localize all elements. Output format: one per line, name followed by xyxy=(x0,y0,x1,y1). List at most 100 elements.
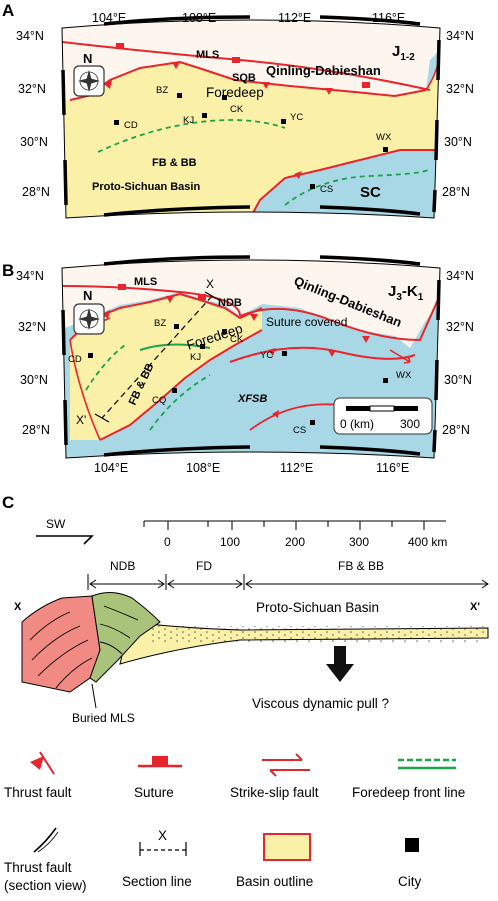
panel-b-frame-bar-left xyxy=(61,309,68,446)
lat-label: 34°N xyxy=(16,29,44,43)
age-label: J1-2 xyxy=(392,43,415,63)
scale-left-label: 0 (km) xyxy=(340,417,374,431)
svg-text:CS: CS xyxy=(320,184,333,195)
panel-b-west-edge xyxy=(69,339,101,441)
legend-foredeep-front-icon xyxy=(398,758,456,770)
scale-tick-label: 100 xyxy=(220,535,240,549)
thrust-tooth xyxy=(325,88,333,95)
panel-b-foredeep-dash-2 xyxy=(149,374,211,431)
scale-tick-label: 200 xyxy=(285,535,305,549)
panel-a-frame-bar-left xyxy=(61,69,68,206)
svg-text:YC: YC xyxy=(290,112,303,123)
svg-text:BZ: BZ xyxy=(156,85,168,96)
panel-b-xfsb-thrust-2 xyxy=(249,403,341,431)
zone-fd-label: FD xyxy=(196,559,212,573)
city-bz: BZ xyxy=(154,318,179,329)
lon-label: 112°E xyxy=(280,461,313,475)
lon-label: 116°E xyxy=(372,11,405,25)
section-end-x: X xyxy=(14,601,22,613)
city-kj: KJ xyxy=(183,113,207,126)
zone-brackets xyxy=(87,574,489,590)
panel-b-frame-bar-top xyxy=(103,255,421,266)
lat-label: 32°N xyxy=(446,82,474,96)
north-label: N xyxy=(83,288,92,303)
lon-label: 104°E xyxy=(94,461,128,475)
panel-b-letter: B xyxy=(2,261,14,280)
panel-a-frame-bar-right xyxy=(432,39,441,213)
mls-label: MLS xyxy=(196,49,219,61)
legend-section-line: Section line xyxy=(122,874,192,889)
direction-label: SW xyxy=(46,517,66,531)
legend-section-line-mark: X xyxy=(158,828,167,843)
age-label: J3-K1 xyxy=(388,283,424,303)
xfsb-label: XFSB xyxy=(237,393,267,405)
lat-label: 30°N xyxy=(20,373,48,387)
city-wx: WX xyxy=(376,132,392,152)
thrust-tooth xyxy=(268,348,276,356)
lon-label: 104°E xyxy=(92,11,126,25)
buried-mls-leader xyxy=(91,683,97,709)
city-cd: CD xyxy=(114,120,138,131)
svg-text:WX: WX xyxy=(396,370,412,381)
city-cq: CQ xyxy=(152,388,177,406)
lat-label: 28°N xyxy=(442,423,470,437)
legend-strike-slip-icon xyxy=(262,753,310,777)
lon-label: 116°E xyxy=(376,461,409,475)
panel-a-foredeep-front-south xyxy=(284,169,429,206)
section-tick xyxy=(94,291,220,423)
legend-city-icon xyxy=(405,838,419,852)
svg-text:YC: YC xyxy=(260,350,273,361)
legend-city: City xyxy=(398,874,421,889)
section-x-prime-label: X' xyxy=(76,413,86,427)
legend-basin-outline-icon xyxy=(263,833,311,861)
panel-a-letter: A xyxy=(2,1,14,20)
scale-right-label: 300 xyxy=(400,417,420,431)
section-nappe-red xyxy=(21,595,101,693)
suture-covered-label: Suture covered xyxy=(266,315,347,329)
legend-thrust-section-line2: (section view) xyxy=(4,878,87,893)
city-cs: CS xyxy=(293,420,315,436)
section-line-b xyxy=(101,295,213,419)
legend-thrust-section-icon xyxy=(33,827,59,853)
section-basin-dots xyxy=(150,626,488,642)
panel-b-thrust-south xyxy=(99,329,263,441)
pull-arrow-icon xyxy=(326,646,354,682)
city-wx: WX xyxy=(383,370,412,383)
ndb-label: NDB xyxy=(218,297,242,309)
zone-fbbb-label: FB & BB xyxy=(338,559,384,573)
legend-section-line-icon xyxy=(139,842,187,856)
qinling-label: Qinling-Dabieshan xyxy=(266,63,381,78)
lat-label: 28°N xyxy=(442,185,470,199)
panel-a-frame-bar-bottom xyxy=(103,205,421,217)
panel-b-frame xyxy=(61,259,441,459)
panel-b-xfsb-thrust xyxy=(229,346,416,363)
thrust-tooth xyxy=(262,82,270,89)
thrust-tooth xyxy=(172,62,180,69)
legend-strike-slip: Strike-slip fault xyxy=(230,785,319,800)
panel-b-suture-covered xyxy=(239,294,440,342)
city-cs: CS xyxy=(310,184,333,195)
section-basin-label: Proto-Sichuan Basin xyxy=(256,600,379,615)
pull-label: Viscous dynamic pull ? xyxy=(252,696,389,711)
legend-thrust-fault: Thrust fault xyxy=(4,785,72,800)
svg-text:CK: CK xyxy=(230,334,244,345)
basin-label: Proto-Sichuan Basin xyxy=(92,181,200,193)
lat-label: 34°N xyxy=(16,269,44,283)
legend-thrust-section-line1: Thrust fault xyxy=(4,860,72,875)
lon-label: 112°E xyxy=(278,11,311,25)
panel-c: C SW 0 100 200 300 400 km xyxy=(2,493,489,725)
svg-text:CS: CS xyxy=(293,425,306,436)
panel-a-frame xyxy=(61,19,441,219)
mls-label: MLS xyxy=(134,276,157,288)
thrust-tooth xyxy=(102,310,110,319)
suture-tick xyxy=(118,284,126,290)
city-yc: YC xyxy=(260,350,287,361)
lon-label: 108°E xyxy=(186,461,220,475)
panel-a-frame-bar-top xyxy=(103,15,421,26)
lat-label: 30°N xyxy=(444,135,472,149)
panel-a-basin xyxy=(62,60,440,218)
suture-tick xyxy=(232,57,240,63)
lat-label: 32°N xyxy=(446,320,474,334)
city-ck: CK xyxy=(222,95,244,115)
